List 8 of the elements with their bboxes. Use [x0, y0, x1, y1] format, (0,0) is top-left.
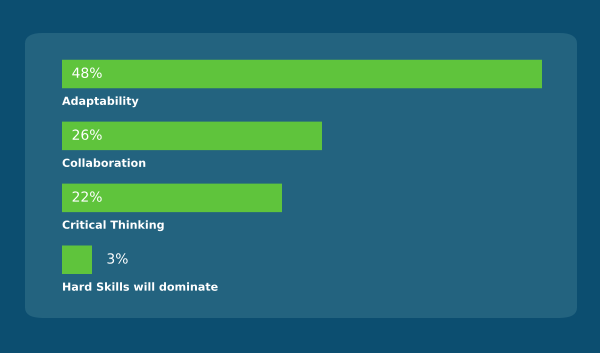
y-tick-label: Collaboration — [62, 158, 146, 167]
y-tick-label: Adaptability — [62, 96, 139, 108]
y-tick-label: Critical Thinking — [62, 220, 164, 232]
y-tick-label: Hard Skills will dominate — [63, 282, 218, 291]
data-label: 22% — [72, 191, 102, 202]
data-label: 3% — [107, 253, 128, 264]
data-label: 26% — [72, 129, 102, 140]
data-label: 48% — [72, 67, 102, 78]
